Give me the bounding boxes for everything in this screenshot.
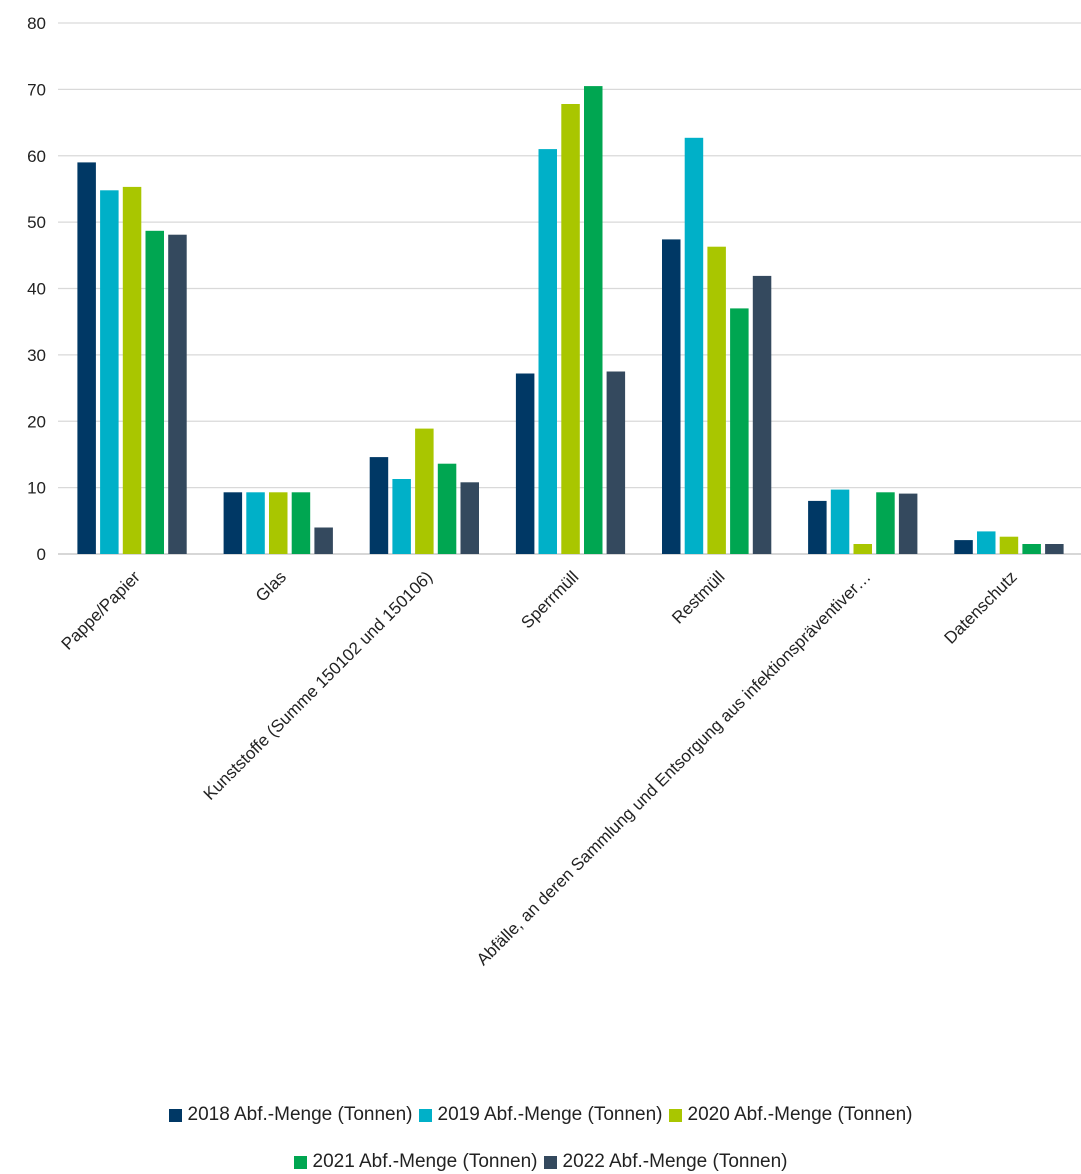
legend-label: 2021 Abf.-Menge (Tonnen) <box>312 1151 538 1172</box>
x-category-label: Kunststoffe (Summe 150102 und 150106) <box>200 567 436 803</box>
x-category-label: Pappe/Papier <box>58 567 145 654</box>
bar <box>662 239 681 554</box>
bar <box>1022 544 1041 554</box>
y-tick-label: 60 <box>27 147 46 166</box>
bar <box>1045 544 1064 554</box>
legend-item: 2019 Abf.-Menge (Tonnen) <box>418 1104 663 1126</box>
bar <box>415 428 434 554</box>
bar <box>954 540 973 554</box>
y-axis-ticks: 0 10 20 30 40 50 60 70 80 <box>27 14 46 564</box>
y-tick-label: 10 <box>27 479 46 498</box>
legend-swatch <box>418 1108 432 1122</box>
bar <box>314 527 333 554</box>
x-category-label: Glas <box>252 567 290 605</box>
y-tick-label: 40 <box>27 280 46 299</box>
y-tick-label: 50 <box>27 213 46 232</box>
bar <box>538 149 557 554</box>
bar <box>100 190 119 555</box>
bar <box>730 308 749 554</box>
bar <box>584 86 603 554</box>
bar <box>707 246 726 554</box>
bar <box>752 275 772 554</box>
bar <box>898 493 918 554</box>
legend-swatch <box>293 1155 307 1169</box>
bar <box>876 492 895 554</box>
legend-label: 2022 Abf.-Menge (Tonnen) <box>562 1151 788 1172</box>
bar <box>561 104 580 554</box>
bar <box>122 186 142 554</box>
legend-item: 2022 Abf.-Menge (Tonnen) <box>543 1151 788 1173</box>
y-tick-label: 70 <box>27 80 46 99</box>
bar <box>999 536 1019 554</box>
legend-item: 2020 Abf.-Menge (Tonnen) <box>668 1104 913 1126</box>
bar <box>684 137 704 555</box>
bar <box>437 463 457 554</box>
bar <box>830 489 850 554</box>
y-tick-label: 0 <box>37 545 46 564</box>
bar <box>246 492 265 554</box>
bar <box>606 371 626 554</box>
x-category-label: Datenschutz <box>941 567 1021 647</box>
x-category-label: Restmüll <box>668 567 728 627</box>
y-tick-label: 20 <box>27 412 46 431</box>
bar <box>392 479 411 554</box>
legend-item: 2018 Abf.-Menge (Tonnen) <box>168 1104 413 1126</box>
bar <box>145 230 164 555</box>
bar <box>291 492 311 554</box>
legend-row-1: 2018 Abf.-Menge (Tonnen) 2019 Abf.-Menge … <box>0 1104 1081 1126</box>
y-tick-label: 30 <box>27 346 46 365</box>
bar <box>853 544 872 554</box>
y-tick-label: 80 <box>27 14 46 33</box>
legend-label: 2020 Abf.-Menge (Tonnen) <box>687 1104 913 1125</box>
bar <box>515 373 535 554</box>
legend-row-2: 2021 Abf.-Menge (Tonnen) 2022 Abf.-Menge … <box>0 1151 1081 1173</box>
legend-label: 2019 Abf.-Menge (Tonnen) <box>437 1104 663 1125</box>
bar <box>269 492 288 554</box>
legend-item: 2021 Abf.-Menge (Tonnen) <box>293 1151 538 1173</box>
bar <box>369 457 389 554</box>
legend-label: 2018 Abf.-Menge (Tonnen) <box>187 1104 413 1125</box>
bar <box>223 492 243 554</box>
bar <box>77 162 96 554</box>
legend-swatch <box>168 1108 182 1122</box>
bar <box>168 234 187 554</box>
x-category-label: Sperrmüll <box>517 567 582 632</box>
bar <box>460 482 479 554</box>
bar <box>977 531 996 554</box>
bars <box>77 86 1064 555</box>
bar <box>808 500 827 554</box>
legend-swatch <box>668 1108 682 1122</box>
legend-swatch <box>543 1155 557 1169</box>
bar-chart: 0 10 20 30 40 50 60 70 80 Pappe/Papier GlasKunsts… <box>27 14 1081 969</box>
